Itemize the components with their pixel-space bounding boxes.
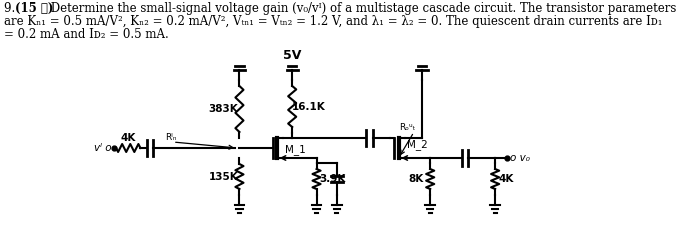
Text: Rᴵₙ: Rᴵₙ <box>164 134 176 142</box>
Text: 8K: 8K <box>408 174 424 184</box>
Text: 9.: 9. <box>4 2 19 15</box>
Text: 3.9K: 3.9K <box>320 174 346 184</box>
Text: M_2: M_2 <box>407 139 428 150</box>
Text: Rₒᵘₜ: Rₒᵘₜ <box>399 123 416 133</box>
Text: 4K: 4K <box>499 174 514 184</box>
Text: (15 分): (15 分) <box>15 2 53 15</box>
Text: vᴵ o: vᴵ o <box>94 143 111 153</box>
Text: 5V: 5V <box>283 49 302 62</box>
Text: Determine the small-signal voltage gain (v₀/vᴵ) of a multistage cascade circuit.: Determine the small-signal voltage gain … <box>47 2 676 15</box>
Text: 383K: 383K <box>209 104 238 114</box>
Text: 4K: 4K <box>120 133 136 143</box>
Text: = 0.2 mA and Iᴅ₂ = 0.5 mA.: = 0.2 mA and Iᴅ₂ = 0.5 mA. <box>4 28 169 41</box>
Text: o v₀: o v₀ <box>510 153 530 163</box>
Text: 135K: 135K <box>209 172 238 182</box>
Text: 16.1K: 16.1K <box>292 101 326 112</box>
Text: M_1: M_1 <box>285 144 306 155</box>
Text: are Kₙ₁ = 0.5 mA/V², Kₙ₂ = 0.2 mA/V², Vₜₙ₁ = Vₜₙ₂ = 1.2 V, and λ₁ = λ₂ = 0. The : are Kₙ₁ = 0.5 mA/V², Kₙ₂ = 0.2 mA/V², Vₜ… <box>4 15 663 28</box>
